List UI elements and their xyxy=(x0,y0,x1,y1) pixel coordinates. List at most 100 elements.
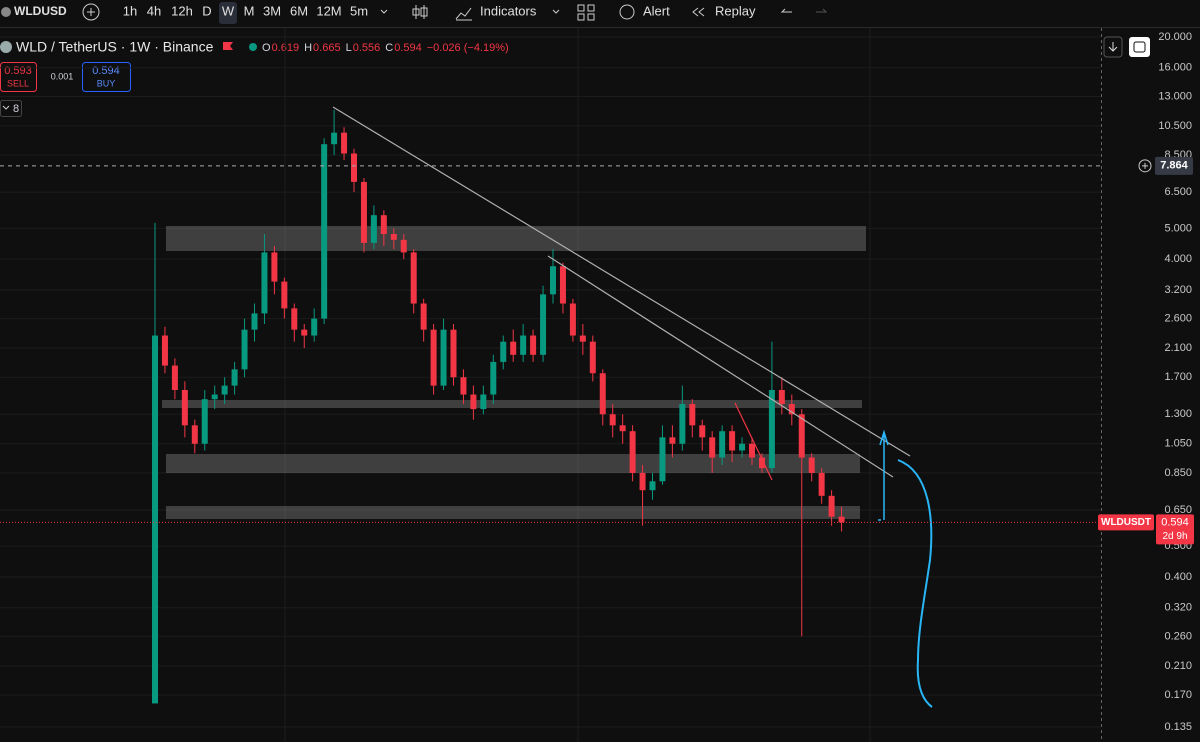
indicators-button[interactable]: Indicators xyxy=(480,3,537,18)
trendline[interactable] xyxy=(332,106,911,457)
change: −0.026 (−4.19%) xyxy=(427,42,509,54)
candle-body xyxy=(599,373,606,415)
symbol[interactable]: WLDUSD xyxy=(14,4,67,18)
candle-body xyxy=(201,399,208,444)
candle-body xyxy=(719,431,726,458)
market-status xyxy=(249,43,257,51)
chevron[interactable] xyxy=(552,9,560,14)
interval-button[interactable]: 3M xyxy=(263,3,281,18)
candle-body xyxy=(520,335,527,355)
y-tick-label: 0.320 xyxy=(1164,602,1192,614)
candle-body xyxy=(281,281,288,309)
zone[interactable] xyxy=(166,506,860,519)
candle-body xyxy=(490,361,497,395)
ohlc-value: 0.594 xyxy=(394,42,422,54)
candle-body xyxy=(171,365,178,390)
ohlc-value: 0.556 xyxy=(353,42,381,54)
alert-button[interactable]: Alert xyxy=(643,3,670,18)
interval-button[interactable]: D xyxy=(202,3,211,18)
y-tick-label: 0.400 xyxy=(1164,571,1192,583)
interval-button[interactable]: M xyxy=(244,3,255,18)
sell-button[interactable] xyxy=(0,62,37,92)
undo[interactable] xyxy=(780,8,792,13)
symbol-logo xyxy=(0,41,12,53)
buy-price: 0.594 xyxy=(92,65,120,77)
spread: 0.001 xyxy=(51,71,74,81)
y-tick-label: 2.600 xyxy=(1164,313,1192,325)
interval-button[interactable]: 5m xyxy=(350,3,368,18)
arrow-drawing[interactable] xyxy=(878,429,889,521)
zone[interactable] xyxy=(166,454,860,473)
ohlc-label: C xyxy=(385,42,393,54)
layouts[interactable] xyxy=(577,4,595,21)
settings-button[interactable] xyxy=(1129,37,1150,57)
add-icon xyxy=(87,8,95,16)
interval-chevron[interactable] xyxy=(380,9,388,14)
candle-body xyxy=(370,215,377,243)
freehand-drawing[interactable] xyxy=(897,459,933,708)
active-interval xyxy=(219,2,237,24)
crosshair-label: 7.864 xyxy=(1160,160,1188,172)
candles xyxy=(152,109,845,704)
interval-button[interactable]: W xyxy=(222,3,235,18)
add-symbol[interactable] xyxy=(82,3,100,21)
y-tick-label: 10.500 xyxy=(1158,120,1192,132)
interval-button[interactable]: 4h xyxy=(147,3,161,18)
y-tick-label: 1.050 xyxy=(1164,438,1192,450)
zone[interactable] xyxy=(162,400,862,408)
last-price-box xyxy=(1156,514,1194,545)
trendline[interactable] xyxy=(734,402,773,481)
y-tick-label: 0.260 xyxy=(1164,630,1192,642)
scroll-icon xyxy=(1108,42,1118,52)
y-tick-label: 13.000 xyxy=(1158,90,1192,102)
y-tick-label: 0.650 xyxy=(1164,504,1192,516)
interval-button[interactable]: 12h xyxy=(171,3,193,18)
candle-body xyxy=(191,425,198,444)
candle-body xyxy=(380,215,387,234)
candle-body xyxy=(798,414,805,458)
interval-button[interactable]: 1h xyxy=(123,3,137,18)
candle-body xyxy=(271,252,278,282)
candle-body xyxy=(500,341,507,362)
redo[interactable] xyxy=(816,8,828,13)
y-tick-label: 0.210 xyxy=(1164,660,1192,672)
trendline[interactable] xyxy=(547,255,894,478)
sell-price: 0.593 xyxy=(4,65,32,77)
candle-body xyxy=(400,239,407,253)
scroll-button[interactable] xyxy=(1103,36,1123,58)
candle-body xyxy=(758,457,765,469)
candle-body xyxy=(291,308,298,330)
indicators-toggle[interactable] xyxy=(0,100,22,117)
candle-body xyxy=(669,437,676,444)
candle-body xyxy=(530,335,537,355)
ohlc-label: H xyxy=(304,42,312,54)
candle-body xyxy=(818,472,825,496)
flag[interactable] xyxy=(223,42,233,50)
candle-body xyxy=(559,266,566,304)
candle-body xyxy=(808,457,815,473)
candle-body xyxy=(311,318,318,336)
candle-body xyxy=(430,329,437,386)
candle-body xyxy=(788,404,795,415)
interval-button[interactable]: 12M xyxy=(316,3,341,18)
y-tick-label: 3.200 xyxy=(1164,284,1192,296)
candle-body xyxy=(321,144,328,319)
crosshair-label-box xyxy=(1155,156,1193,175)
y-tick-label: 20.000 xyxy=(1158,31,1192,43)
y-tick-label: 16.000 xyxy=(1158,62,1192,74)
y-tick-label: 6.500 xyxy=(1164,186,1192,198)
zone[interactable] xyxy=(166,226,866,251)
candle-body xyxy=(679,404,686,444)
candle-body xyxy=(510,341,517,355)
interval-button[interactable]: 6M xyxy=(290,3,308,18)
candle-body xyxy=(331,132,338,145)
chart-type[interactable] xyxy=(412,5,428,19)
y-tick-label: 1.300 xyxy=(1164,408,1192,420)
replay-button[interactable]: Replay xyxy=(715,3,756,18)
buy-label: BUY xyxy=(97,78,116,88)
add-alert-icon[interactable] xyxy=(1138,159,1152,173)
y-tick-label: 0.135 xyxy=(1164,721,1192,733)
buy-button[interactable] xyxy=(82,62,131,92)
